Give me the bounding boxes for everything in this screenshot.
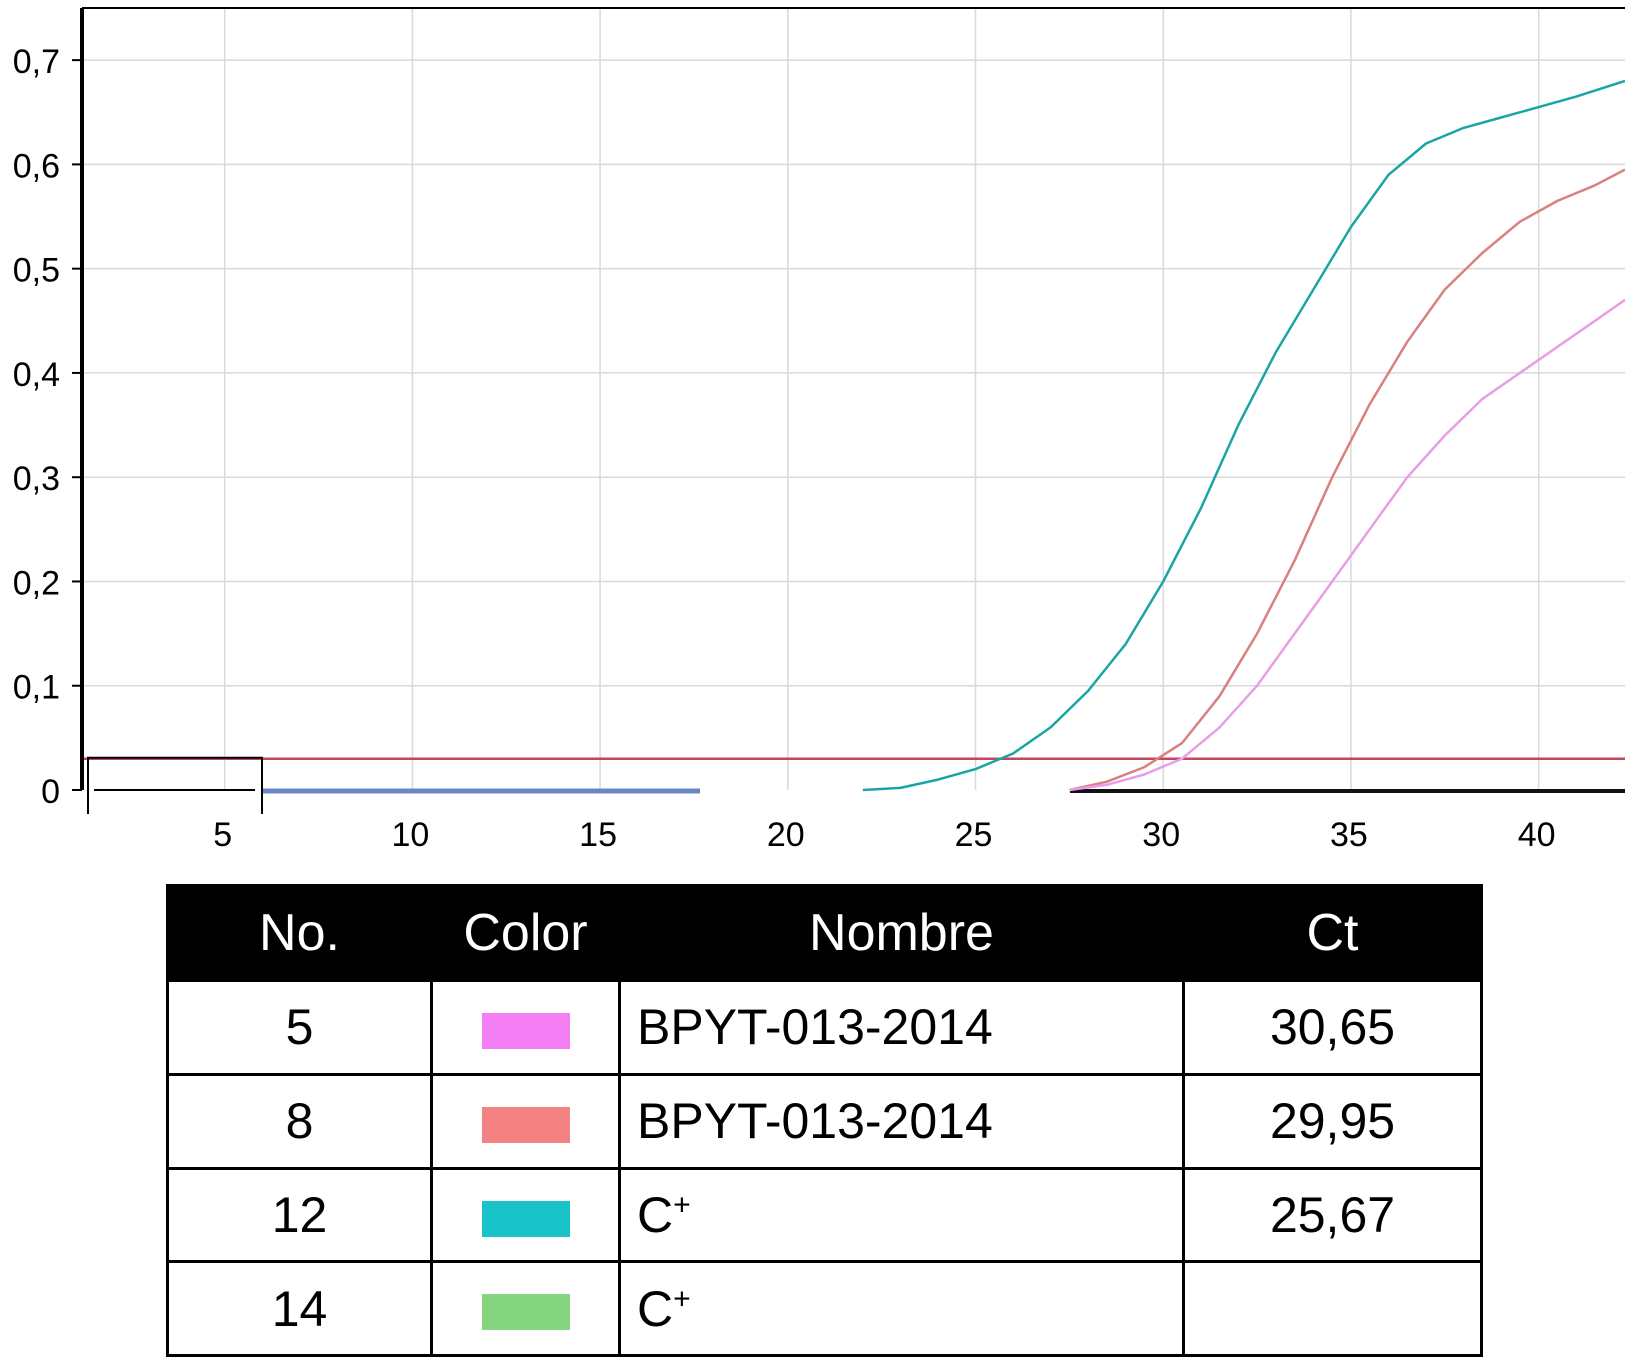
y-tick-label: 0 <box>41 773 60 811</box>
row-no: 8 <box>166 1072 433 1170</box>
header-color: Color <box>430 884 621 982</box>
table-row: 5 BPYT-013-2014 30,65 <box>166 979 1483 1076</box>
sample-name: BPYT-013-2014 <box>637 999 993 1056</box>
row-no: 12 <box>166 1166 433 1264</box>
row-color <box>430 1260 621 1357</box>
color-swatch <box>481 1200 570 1237</box>
x-tick-labels: 5 10 15 20 25 30 35 40 <box>213 816 1555 854</box>
table-row: 12 C+ 25,67 <box>166 1166 1483 1264</box>
y-tick-label: 0,4 <box>13 356 60 394</box>
color-swatch <box>481 1294 570 1331</box>
x-tick-label: 30 <box>1142 816 1180 854</box>
grid-lines <box>82 8 1625 790</box>
header-name: Nombre <box>618 884 1185 982</box>
header-ct: Ct <box>1182 884 1483 982</box>
color-swatch <box>481 1106 570 1143</box>
x-tick-label: 20 <box>767 816 805 854</box>
series-line-1 <box>1069 168 1625 792</box>
sample-name: C <box>637 1186 674 1243</box>
y-tick-label: 0,1 <box>13 669 60 707</box>
row-name: BPYT-013-2014 <box>618 1072 1185 1170</box>
sample-name: BPYT-013-2014 <box>637 1093 993 1150</box>
row-ct: 29,95 <box>1182 1072 1483 1170</box>
x-tick-label: 40 <box>1518 816 1556 854</box>
y-tick-label: 0,2 <box>13 564 60 602</box>
y-tick-label: 0,3 <box>13 460 60 498</box>
sample-name: C <box>637 1280 674 1337</box>
row-name: C+ <box>618 1260 1185 1357</box>
y-tick-label: 0,6 <box>13 147 60 185</box>
row-ct: 25,67 <box>1182 1166 1483 1264</box>
series-layer <box>262 79 1625 794</box>
row-ct <box>1182 1260 1483 1357</box>
table-header-row: No. Color Nombre Ct <box>166 884 1483 982</box>
row-no: 14 <box>166 1260 433 1357</box>
row-color <box>430 1166 621 1264</box>
x-tick-label: 25 <box>955 816 993 854</box>
row-color <box>430 979 621 1076</box>
table-row: 8 BPYT-013-2014 29,95 <box>166 1072 1483 1170</box>
y-tick-labels: 0 0,1 0,2 0,3 0,4 0,5 0,6 0,7 <box>13 43 60 811</box>
row-name: C+ <box>618 1166 1185 1264</box>
amplification-chart: 0 0,1 0,2 0,3 0,4 0,5 0,6 0,7 5 10 15 20 25 30 35 40 <box>13 7 1625 854</box>
sample-name-superscript: + <box>673 1188 691 1222</box>
series-line-0 <box>862 79 1625 792</box>
x-tick-label: 15 <box>579 816 617 854</box>
row-color <box>430 1072 621 1170</box>
table-row: 14 C+ <box>166 1260 1483 1357</box>
row-ct: 30,65 <box>1182 979 1483 1076</box>
y-tick-label: 0,7 <box>13 43 60 81</box>
sample-name-superscript: + <box>673 1281 691 1315</box>
header-no: No. <box>166 884 433 982</box>
color-swatch <box>481 1013 570 1050</box>
x-tick-label: 5 <box>213 816 232 854</box>
axes <box>72 7 1625 814</box>
row-name: BPYT-013-2014 <box>618 979 1185 1076</box>
sample-legend-table: No. Color Nombre Ct 5 BPYT-013-2014 30,6… <box>166 884 1483 1357</box>
x-tick-label: 35 <box>1330 816 1368 854</box>
series-line-2 <box>1069 298 1625 792</box>
x-tick-label: 10 <box>391 816 429 854</box>
baseline-range-bracket <box>87 756 263 814</box>
y-tick-label: 0,5 <box>13 252 60 290</box>
row-no: 5 <box>166 979 433 1076</box>
